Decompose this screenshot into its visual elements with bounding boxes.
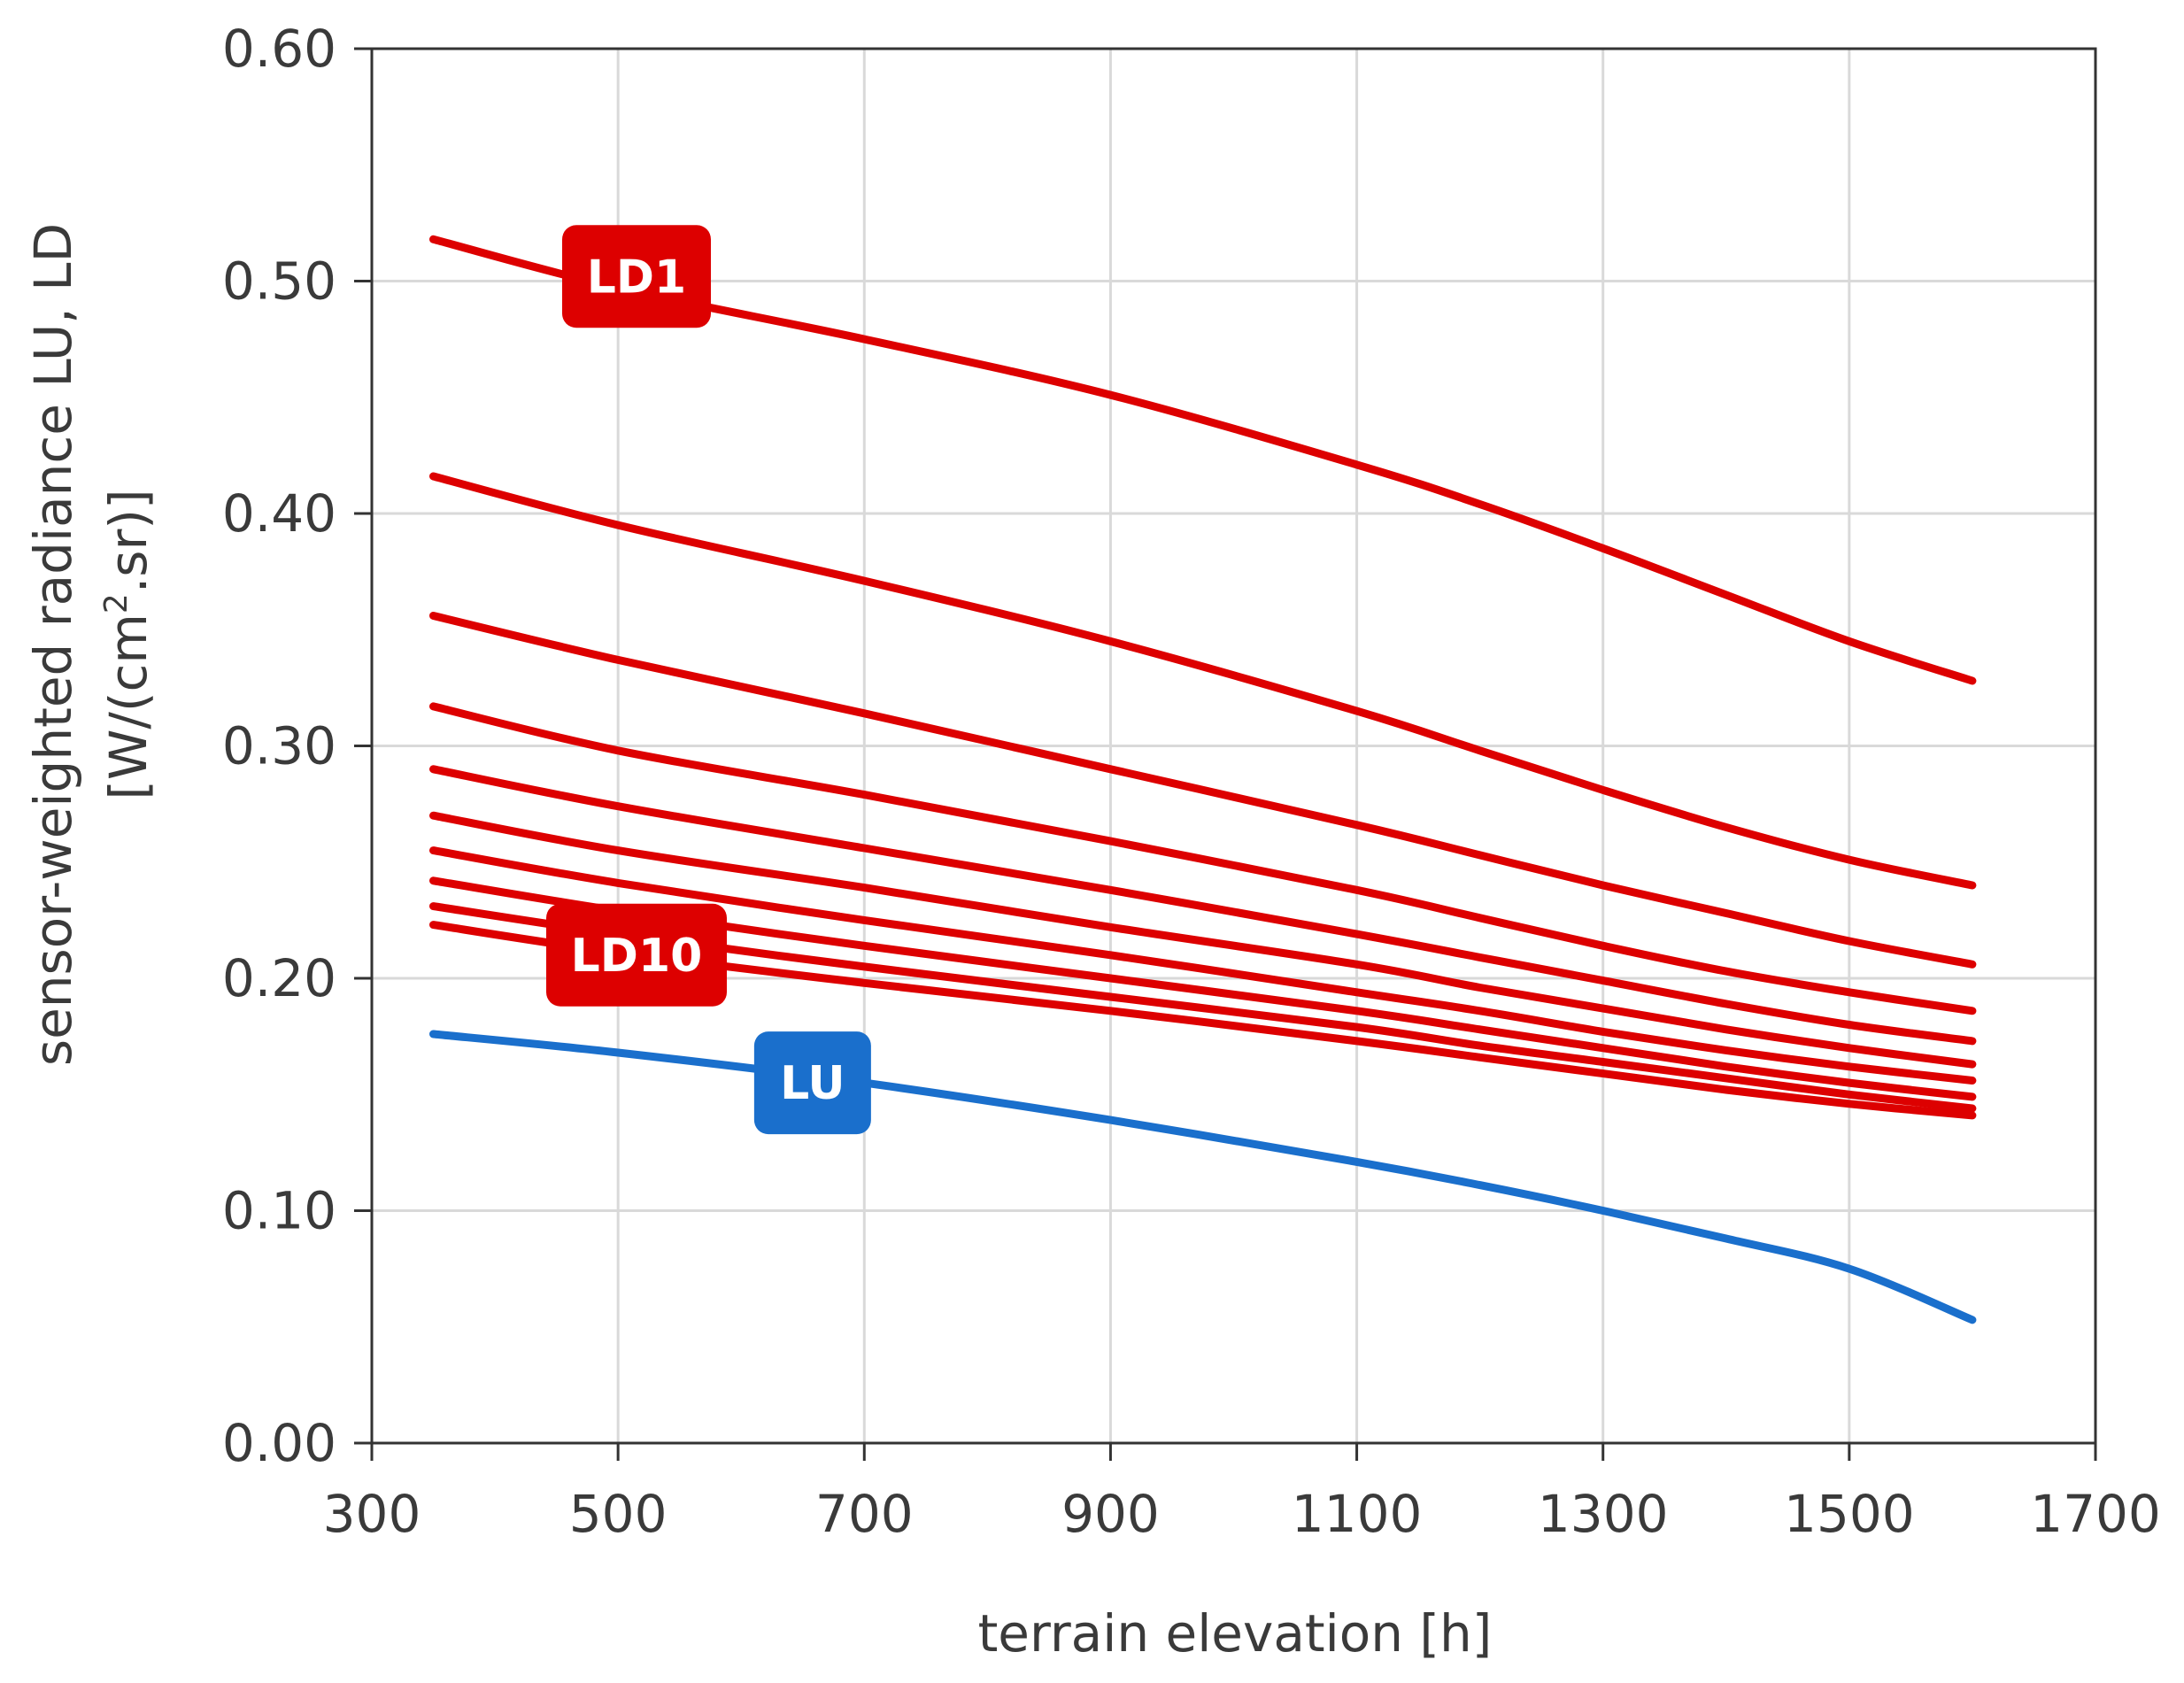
series-group: [429, 235, 1977, 1324]
y-axis-unit-prefix: [W/(cm: [98, 614, 158, 800]
x-tick-label: 500: [569, 1484, 668, 1544]
label-lu: LU: [753, 1031, 871, 1135]
label-text: LD10: [571, 930, 703, 983]
label-text: LD1: [587, 251, 686, 304]
label-badge: [562, 225, 712, 328]
x-tick-label: 700: [815, 1484, 914, 1544]
y-axis-title-line2: [W/(cm2.sr)]: [98, 489, 158, 799]
y-tick-label: 0.00: [222, 1413, 336, 1473]
label-badge: [546, 903, 728, 1007]
series-line-ld4: [429, 702, 1977, 1015]
y-axis-unit-superscript: 2: [98, 593, 135, 614]
series-line-ld7: [429, 846, 1977, 1085]
x-tick-label: 300: [323, 1484, 421, 1544]
axis-ticks: 300 500 700 900 1100 1300 1500 1700 0.00 0.10 0.20…: [222, 19, 2161, 1544]
x-tick-label: 1300: [1538, 1484, 1669, 1544]
x-axis-title: terrain elevation [h]: [978, 1603, 1493, 1664]
x-tick-label: 1100: [1292, 1484, 1423, 1544]
x-tick-label: 1700: [2030, 1484, 2161, 1544]
y-axis-unit-suffix: .sr)]: [98, 489, 158, 593]
y-tick-label: 0.10: [222, 1181, 336, 1241]
series-line-ld5: [429, 765, 1977, 1046]
y-tick-label: 0.40: [222, 483, 336, 544]
series-line-lu: [429, 1030, 1977, 1324]
label-ld1: LD1: [562, 225, 712, 328]
x-tick-label: 900: [1061, 1484, 1160, 1544]
y-tick-label: 0.60: [222, 19, 336, 79]
series-line-ld2: [429, 472, 1977, 890]
series-line-ld3: [429, 612, 1977, 969]
y-tick-label: 0.50: [222, 251, 336, 312]
label-text: LU: [780, 1057, 845, 1110]
label-badge: [753, 1031, 871, 1135]
y-tick-label: 0.20: [222, 948, 336, 1008]
label-ld10: LD10: [546, 903, 728, 1007]
y-axis-title-line1: sensor-weighted radiance LU, LD: [23, 223, 83, 1066]
series-line-ld1: [429, 235, 1977, 685]
series-line-ld6: [429, 811, 1977, 1069]
y-tick-label: 0.30: [222, 716, 336, 776]
x-tick-label: 1500: [1784, 1484, 1915, 1544]
series-labels: LD1 LD10 LU: [546, 225, 871, 1135]
